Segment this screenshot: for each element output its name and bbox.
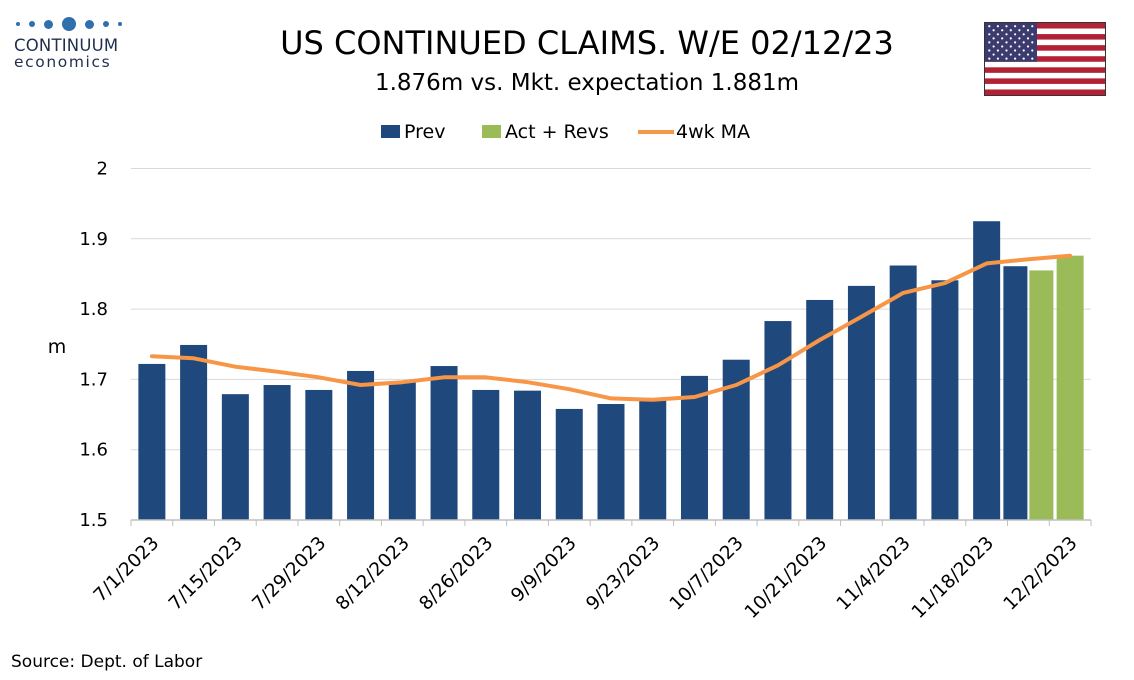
y-axis-label: m: [48, 336, 67, 358]
x-tick-label: 7/29/2023: [248, 533, 330, 615]
bar-prev: [305, 389, 333, 520]
y-tick-label: 2: [97, 159, 108, 180]
legend-label: Prev: [404, 121, 445, 143]
us-flag-icon: [984, 22, 1106, 96]
chart-subtitle: 1.876m vs. Mkt. expectation 1.881m: [374, 70, 800, 96]
logo-name: CONTINUUM: [14, 36, 119, 55]
bar-prev: [889, 265, 917, 520]
logo-dots: [16, 14, 154, 34]
bar-prev: [221, 394, 249, 520]
chart-title: US CONTINUED CLAIMS. W/E 02/12/23: [280, 24, 894, 62]
x-tick-label: 12/2/2023: [1000, 533, 1082, 615]
x-tick-label: 9/9/2023: [507, 533, 581, 607]
bar-prev: [347, 370, 375, 520]
chart: Prev Act + Revs 4wk MA 1.5 1.6 1.7 1.8 1.9 2 7/…: [48, 121, 1092, 623]
ma-line-layer: [149, 253, 1073, 402]
bar-act: [1029, 270, 1054, 520]
chart-legend: Prev Act + Revs 4wk MA: [381, 121, 750, 143]
bar-prev: [555, 408, 583, 520]
x-tick-label: 8/12/2023: [332, 533, 414, 615]
legend-label: Act + Revs: [505, 121, 609, 143]
x-tick-label: 11/4/2023: [833, 533, 915, 615]
source-note: Source: Dept. of Labor: [11, 652, 203, 672]
y-tick-label: 1.7: [79, 369, 108, 390]
bar-prev: [388, 381, 416, 520]
x-tick-label: 8/26/2023: [415, 533, 497, 615]
bar-prev: [764, 321, 792, 520]
bar-prev: [1003, 266, 1028, 520]
legend-label: 4wk MA: [676, 121, 750, 143]
bar-prev: [138, 363, 166, 520]
x-tick-label: 9/23/2023: [582, 533, 664, 615]
logo-subtitle: economics: [14, 53, 112, 71]
bar-prev: [847, 285, 875, 520]
bar-prev: [973, 221, 1001, 520]
x-tick-label: 7/15/2023: [165, 533, 247, 615]
bar-prev: [472, 389, 500, 520]
bar-prev: [180, 344, 208, 520]
continuum-logo: CONTINUUM economics: [14, 14, 154, 76]
bar-prev: [680, 375, 708, 520]
y-tick-label: 1.9: [79, 229, 108, 250]
bar-prev: [931, 280, 959, 520]
x-tick-label: 10/7/2023: [666, 533, 748, 615]
x-tick-label: 7/1/2023: [90, 533, 164, 607]
x-tick-label: 11/18/2023: [908, 533, 998, 623]
bar-prev: [263, 385, 291, 520]
y-axis-ticks: 1.5 1.6 1.7 1.8 1.9 2: [79, 159, 108, 532]
y-tick-label: 1.8: [79, 299, 108, 320]
bar-prev: [514, 390, 542, 520]
legend-swatch: [381, 125, 400, 138]
bar-prev: [639, 400, 667, 520]
legend-swatch: [482, 125, 501, 138]
x-tick-label: 10/21/2023: [741, 533, 831, 623]
bar-act: [1056, 255, 1084, 520]
x-axis: [130, 519, 1092, 526]
bar-prev: [430, 366, 458, 520]
y-tick-label: 1.5: [79, 510, 108, 531]
x-axis-ticks: 7/1/2023 7/15/2023 7/29/2023 8/12/2023 8/26/…: [90, 533, 1082, 623]
chart-bars: [138, 221, 1084, 520]
bar-prev: [597, 404, 625, 520]
ma-line: [149, 253, 1073, 402]
y-tick-label: 1.6: [79, 440, 108, 461]
